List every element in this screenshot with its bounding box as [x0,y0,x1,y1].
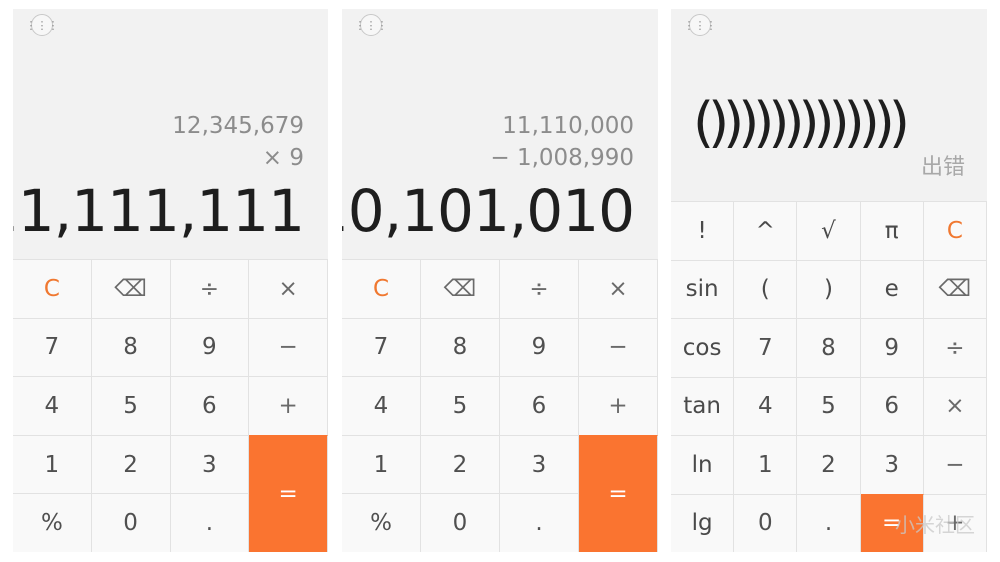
multiply-button[interactable]: × [249,259,328,318]
plus-button[interactable]: + [249,376,328,435]
clear-button[interactable]: C [342,259,421,318]
ln-button[interactable]: ln [671,435,735,494]
minus-button[interactable]: − [923,435,987,494]
digit-4-button[interactable]: 4 [13,376,92,435]
result-value: 10,101,010 [342,177,635,245]
e-button[interactable]: e [860,259,924,318]
multiply-button[interactable]: × [923,376,987,435]
result-value: 111,111,111 [13,177,305,245]
digit-2-button[interactable]: 2 [91,434,171,494]
backspace-icon[interactable]: ⌫ [421,259,500,318]
digit-9-button[interactable]: 9 [500,317,579,377]
digit-1-button[interactable]: 1 [734,435,798,494]
digit-9-button[interactable]: 9 [860,318,924,377]
digit-5-button[interactable]: 5 [421,376,500,435]
equals-button[interactable]: = [249,434,328,552]
minus-button[interactable]: − [579,317,658,377]
digit-8-button[interactable]: 8 [91,317,171,377]
expression-display: ())))))))))))) [693,91,910,154]
digit-3-button[interactable]: 3 [500,434,579,494]
digit-0-button[interactable]: 0 [734,493,798,552]
grid-dots-icon[interactable]: ⋮⋮⋮ [684,14,717,36]
factorial-button[interactable]: ! [671,201,735,260]
digit-4-button[interactable]: 4 [734,376,798,435]
decimal-button[interactable]: . [500,493,579,552]
digit-4-button[interactable]: 4 [342,376,421,435]
cos-button[interactable]: cos [671,318,735,377]
close-paren-button[interactable]: ) [797,259,861,318]
percent-button[interactable]: % [342,493,421,552]
watermark: 小米社区 [895,513,975,537]
display-area: ⋮⋮⋮ ())))))))))))) 出错 [671,9,987,201]
digit-1-button[interactable]: 1 [13,434,92,494]
plus-button[interactable]: + [923,493,987,552]
digit-9-button[interactable]: 9 [170,317,250,377]
expression-line-2: − 1,008,990 [490,145,634,171]
digit-1-button[interactable]: 1 [342,434,421,494]
equals-button[interactable]: = [579,434,658,552]
display-area: ⋮⋮⋮ 12,345,679 × 9 : 111,111,111 [13,9,328,259]
plus-button[interactable]: + [579,376,658,435]
percent-button[interactable]: % [13,493,92,552]
equals-button[interactable]: = [860,493,924,552]
minus-button[interactable]: − [249,317,328,377]
digit-5-button[interactable]: 5 [91,376,171,435]
open-paren-button[interactable]: ( [734,259,798,318]
calculator-screen-3: ⋮⋮⋮ ())))))))))))) 出错 ! ^ √ π C sin ( ) … [671,9,987,552]
divide-button[interactable]: ÷ [923,318,987,377]
clear-button[interactable]: C [923,201,987,260]
display-area: ⋮⋮⋮ 11,110,000 − 1,008,990 : 10,101,010 [342,9,658,259]
calculator-screen-2: ⋮⋮⋮ 11,110,000 − 1,008,990 : 10,101,010 … [342,9,658,552]
digit-0-button[interactable]: 0 [421,493,500,552]
grid-dots-icon[interactable]: ⋮⋮⋮ [26,14,59,36]
digit-2-button[interactable]: 2 [797,435,861,494]
digit-2-button[interactable]: 2 [421,434,500,494]
divide-button[interactable]: ÷ [500,259,579,318]
result-row: : 111,111,111 [13,177,305,245]
calculator-screen-1: ⋮⋮⋮ 12,345,679 × 9 : 111,111,111 C ⌫ ÷ ×… [13,9,328,552]
multiply-button[interactable]: × [579,259,658,318]
digit-7-button[interactable]: 7 [734,318,798,377]
digit-7-button[interactable]: 7 [13,317,92,377]
expression-line-1: 11,110,000 [502,113,634,139]
lg-button[interactable]: lg [671,493,735,552]
digit-6-button[interactable]: 6 [860,376,924,435]
keypad: C ⌫ ÷ × 7 8 9 − 4 5 6 + 1 2 3 = % 0 . [342,259,658,552]
error-message: 出错 [920,155,965,180]
digit-0-button[interactable]: 0 [91,493,171,552]
clear-button[interactable]: C [13,259,92,318]
tan-button[interactable]: tan [671,376,735,435]
digit-3-button[interactable]: 3 [170,434,250,494]
scientific-keypad: ! ^ √ π C sin ( ) e ⌫ cos 7 8 9 ÷ tan 4 … [671,201,987,552]
grid-dots-icon[interactable]: ⋮⋮⋮ [355,14,388,36]
digit-6-button[interactable]: 6 [170,376,250,435]
sqrt-button[interactable]: √ [797,201,861,260]
digit-5-button[interactable]: 5 [797,376,861,435]
digit-8-button[interactable]: 8 [797,318,861,377]
result-row: : 10,101,010 [342,177,635,245]
sin-button[interactable]: sin [671,259,735,318]
pi-button[interactable]: π [860,201,924,260]
decimal-button[interactable]: . [797,493,861,552]
digit-6-button[interactable]: 6 [500,376,579,435]
digit-7-button[interactable]: 7 [342,317,421,377]
expression-line-2: × 9 [262,145,304,171]
digit-8-button[interactable]: 8 [421,317,500,377]
backspace-icon[interactable]: ⌫ [91,259,171,318]
keypad: C ⌫ ÷ × 7 8 9 − 4 5 6 + 1 2 3 = % 0 . [13,259,328,552]
digit-3-button[interactable]: 3 [860,435,924,494]
power-button[interactable]: ^ [734,201,798,260]
decimal-button[interactable]: . [170,493,250,552]
backspace-icon[interactable]: ⌫ [923,259,987,318]
expression-line-1: 12,345,679 [172,113,304,139]
divide-button[interactable]: ÷ [170,259,250,318]
